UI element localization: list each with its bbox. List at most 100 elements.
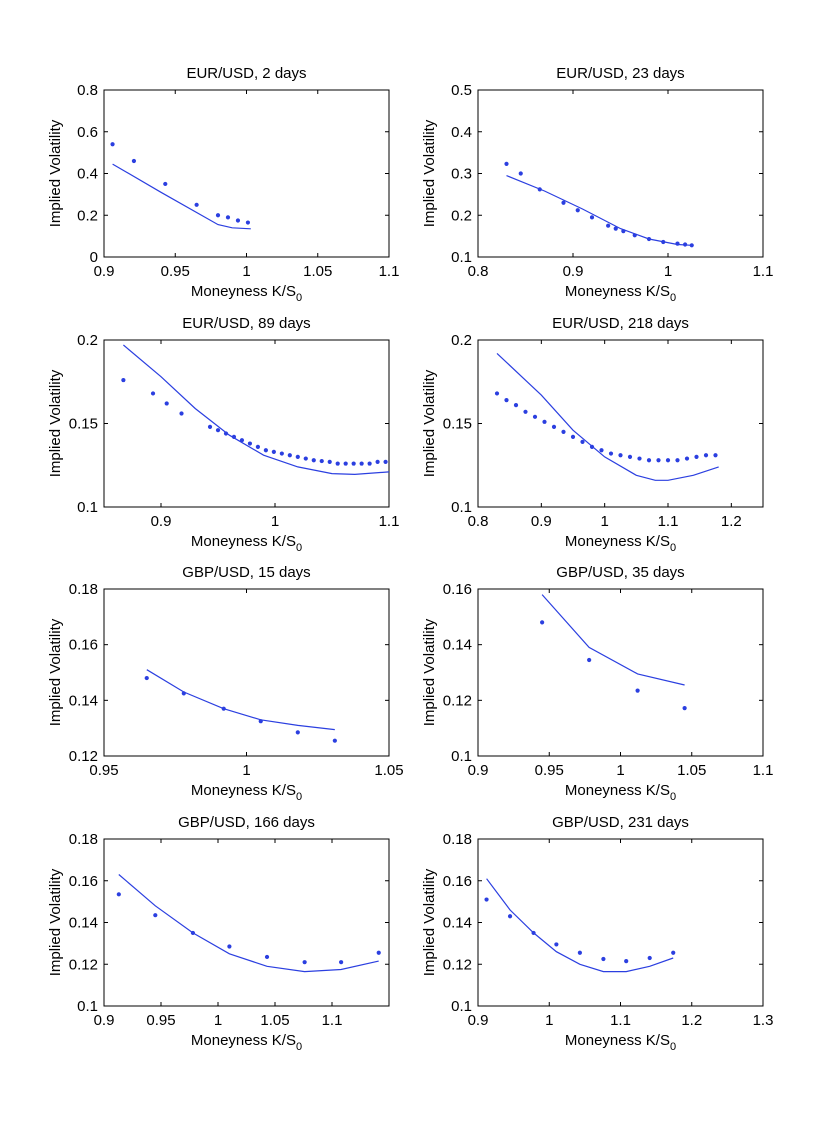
chart-panel: EUR/USD, 23 days 0.8 0.9 1 1.1 0.1 0.2 0.3 0.4 0.… <box>421 65 773 304</box>
x-axis-label-main: Moneyness K/S <box>565 533 670 550</box>
market-point <box>513 403 519 408</box>
y-tick-label: 0.2 <box>77 207 98 224</box>
x-tick-label: 1 <box>242 263 250 280</box>
y-tick-label: 0.12 <box>69 748 98 765</box>
axes-frame <box>477 838 764 1007</box>
market-point <box>223 431 229 436</box>
y-tick-label: 0.2 <box>451 332 472 349</box>
market-point <box>504 161 509 166</box>
chart-title: EUR/USD, 2 days <box>186 65 306 82</box>
market-point <box>671 950 676 955</box>
market-point <box>311 458 316 463</box>
market-point <box>163 181 168 187</box>
y-axis-label: Implied Volatility <box>421 119 438 227</box>
market-point <box>231 434 237 439</box>
market-point <box>131 158 137 164</box>
axes-frame <box>477 588 764 757</box>
x-tick-label: 0.9 <box>563 263 584 280</box>
market-point <box>319 458 324 464</box>
y-tick-label: 0.1 <box>77 499 98 516</box>
x-axis-label-subscript: 0 <box>670 791 676 803</box>
market-point <box>484 897 489 902</box>
market-point <box>684 456 690 461</box>
chart-panel: GBP/USD, 231 days 0.9 1 1.1 1.2 1.3 0.1 0.12 0.1… <box>421 814 773 1053</box>
x-tick-label: 0.95 <box>535 762 564 779</box>
x-tick-label: 0.9 <box>94 263 115 280</box>
market-point <box>540 620 545 625</box>
y-tick-label: 0.16 <box>69 637 98 654</box>
x-axis-label-subscript: 0 <box>296 542 302 554</box>
x-axis-label-main: Moneyness K/S <box>191 283 296 300</box>
market-point <box>339 960 344 965</box>
market-point <box>303 456 308 461</box>
x-tick-label: 1.1 <box>322 1012 343 1029</box>
x-axis-label-main: Moneyness K/S <box>191 533 296 550</box>
market-point <box>656 458 661 463</box>
market-point <box>190 930 196 936</box>
market-point <box>589 444 595 449</box>
chart-title: GBP/USD, 231 days <box>552 814 689 831</box>
market-point <box>343 461 348 466</box>
market-point <box>359 461 364 466</box>
market-point <box>225 215 231 220</box>
x-axis-label-subscript: 0 <box>670 292 676 304</box>
market-point <box>682 706 687 711</box>
market-point <box>235 218 241 223</box>
market-point <box>675 458 680 463</box>
y-tick-label: 0.12 <box>443 956 472 973</box>
y-tick-label: 0.1 <box>451 998 472 1015</box>
market-point <box>279 451 284 456</box>
y-tick-label: 0.1 <box>451 499 472 516</box>
market-point <box>713 453 718 458</box>
x-tick-label: 1.1 <box>610 1012 631 1029</box>
y-axis-label: Implied Volatility <box>47 618 64 726</box>
y-tick-label: 0.1 <box>451 748 472 765</box>
y-tick-label: 0.14 <box>69 692 98 709</box>
chart-panel: GBP/USD, 15 days 0.95 1 1.05 0.12 0.14 0.16 0.1… <box>47 564 404 803</box>
market-point <box>601 956 606 962</box>
x-tick-label: 0.8 <box>468 263 489 280</box>
x-axis-label-subscript: 0 <box>296 791 302 803</box>
y-tick-label: 0.3 <box>451 166 472 183</box>
chart-title: EUR/USD, 89 days <box>182 315 310 332</box>
x-tick-label: 0.9 <box>468 1012 489 1029</box>
market-point <box>561 429 566 434</box>
x-tick-label: 1.05 <box>303 263 332 280</box>
market-point <box>561 200 566 205</box>
y-axis-label: Implied Volatility <box>47 868 64 976</box>
x-axis-label: Moneyness K/S0 <box>565 533 676 554</box>
market-point <box>518 171 523 176</box>
x-axis-label-main: Moneyness K/S <box>565 1032 670 1049</box>
y-tick-label: 0.1 <box>451 249 472 266</box>
x-tick-label: 1.05 <box>260 1012 289 1029</box>
market-point <box>144 675 149 681</box>
model-line <box>541 594 685 686</box>
x-axis-label: Moneyness K/S0 <box>191 533 302 554</box>
market-point <box>247 441 253 446</box>
market-point <box>194 202 199 207</box>
x-tick-label: 1.1 <box>658 513 679 530</box>
x-tick-label: 0.95 <box>89 762 118 779</box>
market-point <box>375 459 380 465</box>
x-tick-label: 0.9 <box>151 513 172 530</box>
market-point <box>263 448 268 453</box>
market-point <box>332 738 337 743</box>
chart-panel: GBP/USD, 35 days 0.9 0.95 1 1.05 1.1 0.1 0.12 0.… <box>421 564 773 803</box>
market-point <box>245 220 251 225</box>
market-point <box>164 401 169 406</box>
x-axis-label-main: Moneyness K/S <box>565 283 670 300</box>
market-point <box>621 229 626 234</box>
y-tick-label: 0.14 <box>443 915 472 932</box>
chart-panel: GBP/USD, 166 days 0.9 0.95 1 1.05 1.1 0.1 0.12 0… <box>47 814 390 1053</box>
market-point <box>646 458 652 463</box>
market-point <box>179 411 184 416</box>
x-tick-label: 1.05 <box>374 762 403 779</box>
y-tick-label: 0 <box>90 249 98 266</box>
y-axis-label: Implied Volatility <box>421 868 438 976</box>
market-point <box>335 461 340 466</box>
axes-frame <box>103 89 390 258</box>
x-tick-label: 0.95 <box>146 1012 175 1029</box>
y-tick-label: 0.15 <box>443 416 472 433</box>
chart-title: EUR/USD, 23 days <box>556 65 684 82</box>
x-tick-label: 1.1 <box>753 762 774 779</box>
